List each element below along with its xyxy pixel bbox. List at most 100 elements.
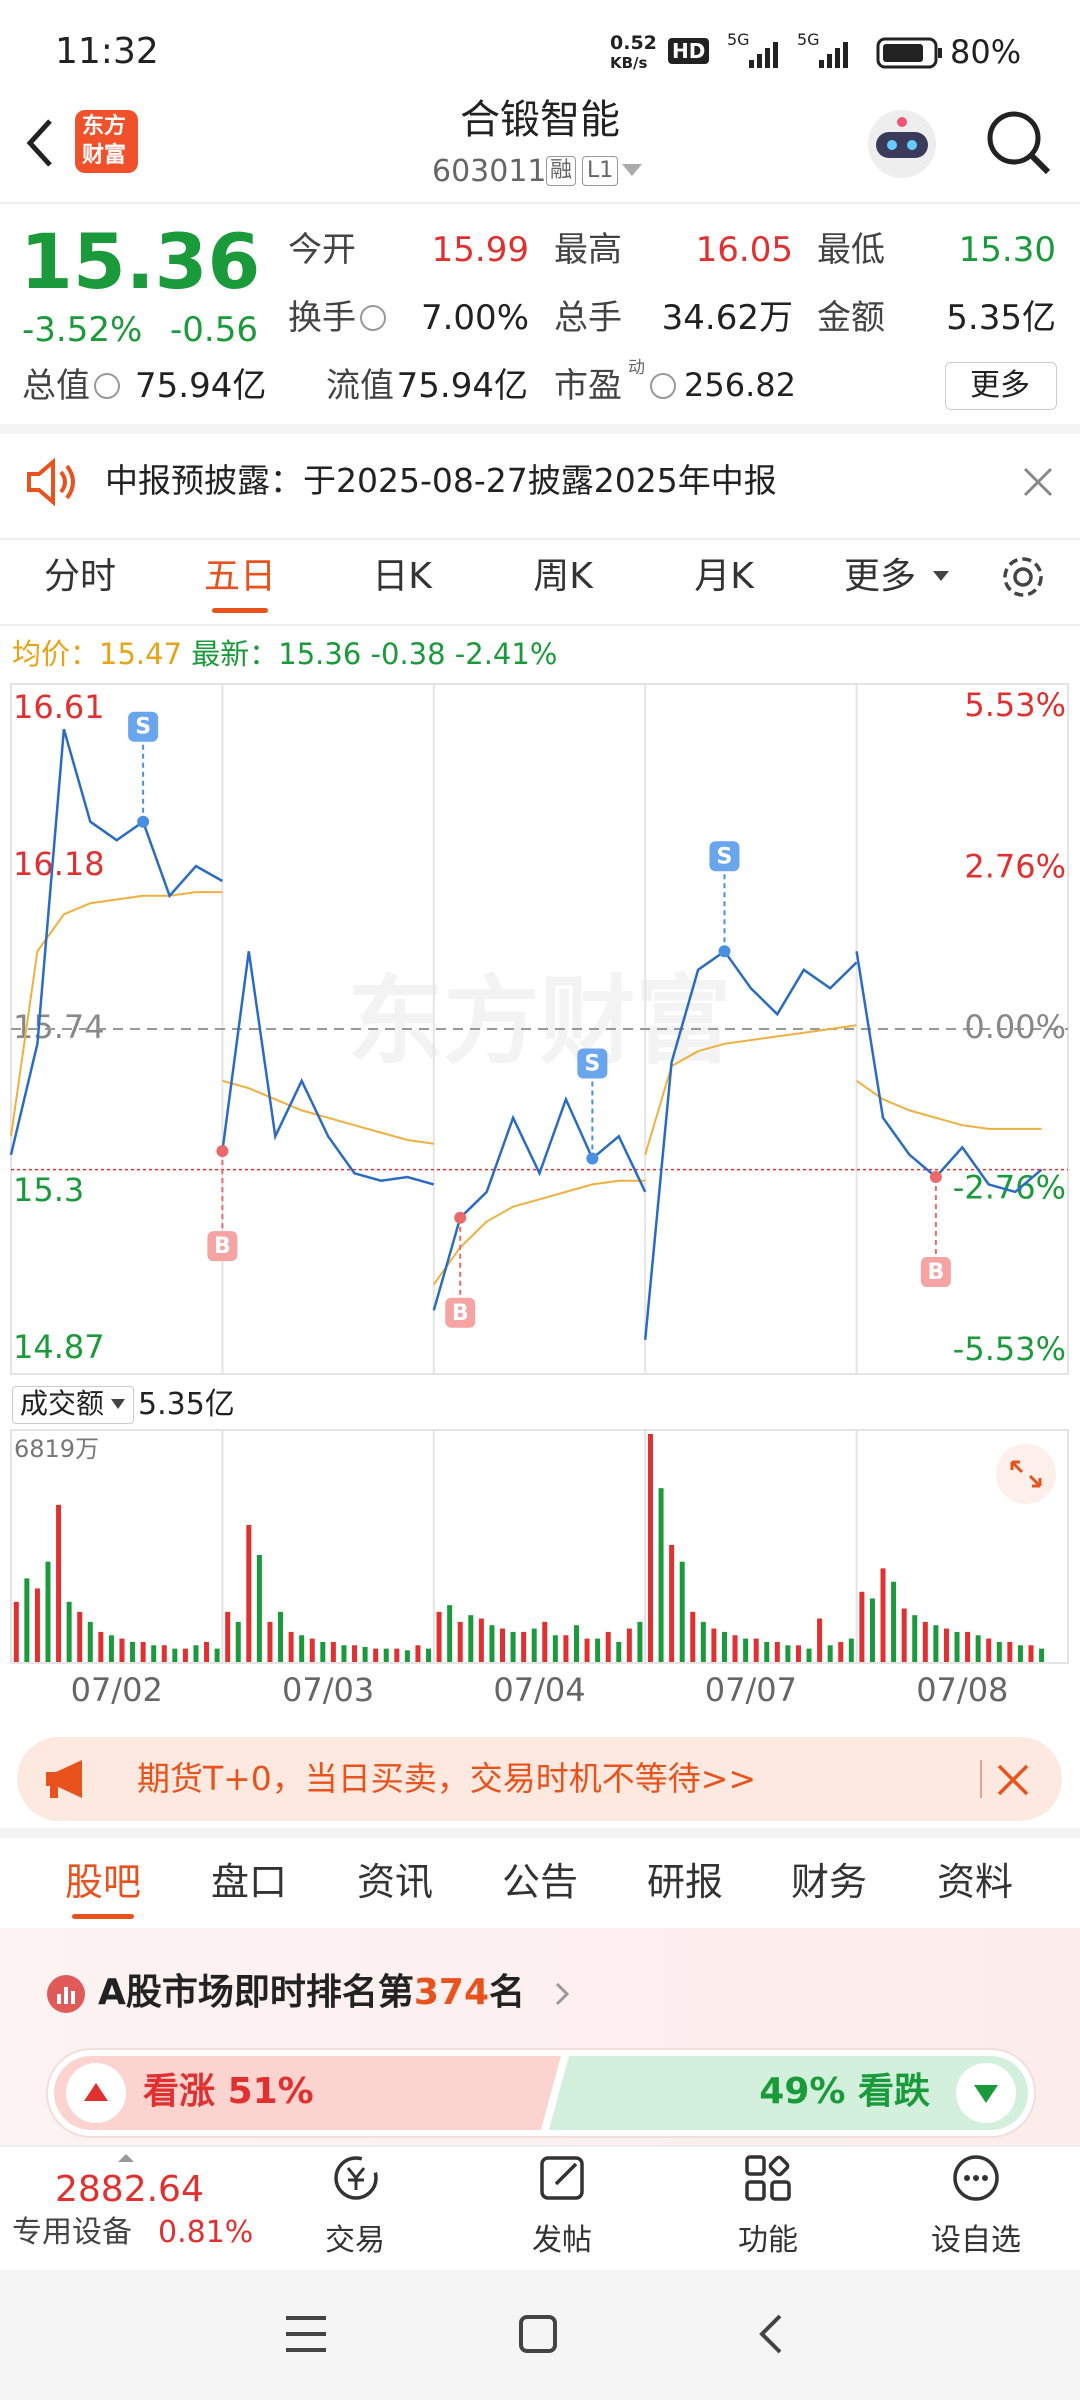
latest-label: 最新： [191, 637, 279, 671]
volume-bar [489, 1625, 495, 1662]
avg-label: 均价： [12, 637, 100, 671]
nav-button[interactable]: 功能 [738, 2223, 798, 2258]
tab[interactable]: 分时 [43, 556, 117, 597]
more-button[interactable] [945, 362, 1057, 410]
volume-bar [362, 1646, 368, 1662]
avg-line [856, 1079, 1042, 1130]
marker-label: B [927, 1260, 944, 1285]
volume-selector[interactable] [12, 1386, 134, 1424]
tab[interactable]: 研报 [646, 1860, 724, 1904]
tab-active[interactable]: 五日 [203, 556, 277, 597]
field-value: 256.82 [684, 366, 796, 404]
volume-bar [891, 1581, 897, 1662]
signal-icons [749, 42, 848, 68]
post-icon [540, 2156, 584, 2200]
menu-key[interactable] [284, 2314, 328, 2354]
close-ad[interactable] [996, 1763, 1030, 1797]
sentiment-bar[interactable] [46, 2048, 1036, 2138]
sector-name: 专用设备 [12, 2215, 132, 2250]
divider [0, 624, 1080, 626]
bottom-bar [0, 2145, 1080, 2272]
volume-bar [436, 1611, 442, 1662]
rank-icon [47, 1975, 85, 2013]
change-pct: -3.52% [22, 310, 143, 350]
back-key[interactable] [756, 2312, 786, 2356]
avg-line [644, 1024, 857, 1156]
notice-bar[interactable] [0, 424, 1080, 540]
volume-bar [626, 1628, 632, 1662]
ad-banner[interactable] [17, 1737, 1062, 1821]
nav-button[interactable]: 交易 [325, 2223, 385, 2258]
dropdown-arrow [111, 1399, 125, 1409]
field-label: 最高 [554, 230, 622, 270]
tab[interactable]: 财务 [790, 1860, 868, 1904]
volume-bar [531, 1628, 537, 1662]
volume-bar [56, 1504, 62, 1662]
volume-bar [267, 1621, 273, 1662]
index-value[interactable]: 2882.64 [55, 2169, 204, 2210]
nav-button[interactable]: 发帖 [532, 2223, 592, 2258]
dropdown-arrow[interactable] [620, 162, 644, 178]
marker-badge [445, 1297, 476, 1328]
marker-dot [929, 1171, 942, 1184]
nav-button[interactable]: 设自选 [931, 2223, 1021, 2258]
field-label: 流值 [326, 366, 394, 406]
volume-bar [510, 1631, 516, 1662]
bull-value: 51% [227, 2071, 314, 2112]
volume-bar [278, 1611, 284, 1662]
bull-text: 看涨 51% [143, 2074, 314, 2110]
volume-bar [700, 1621, 706, 1662]
tab[interactable]: 盘口 [210, 1860, 288, 1904]
tab[interactable]: 资料 [936, 1860, 1014, 1904]
info-icon[interactable] [94, 373, 120, 399]
price-line [432, 1095, 647, 1311]
volume-bar [394, 1648, 400, 1662]
volume-bar [943, 1628, 949, 1662]
battery-icon [876, 37, 942, 69]
field-value: 16.05 [695, 230, 793, 270]
sector-change: 0.81% [158, 2215, 254, 2250]
volume-bar [66, 1601, 72, 1662]
info-icon[interactable] [360, 305, 386, 331]
tab[interactable]: 日K [372, 556, 432, 597]
y-tick-label: 15.3 [13, 1171, 84, 1209]
tab[interactable]: 周K [533, 556, 593, 597]
caret [118, 2154, 134, 2162]
plot-frame [10, 683, 1069, 1375]
rank-text[interactable]: A股市场即时排名第374名 [98, 1975, 525, 2011]
settings-button[interactable] [998, 552, 1048, 602]
expand-button [996, 1444, 1056, 1504]
volume-bar [732, 1635, 738, 1662]
volume-bar [573, 1625, 579, 1662]
back-button[interactable] [20, 115, 60, 171]
volume-bar [584, 1638, 590, 1662]
tab[interactable]: 公告 [501, 1860, 579, 1904]
volume-bar [658, 1488, 664, 1662]
latest-change: -0.38 [370, 637, 446, 671]
volume-bar [721, 1631, 727, 1662]
home-key[interactable] [518, 2314, 558, 2354]
hd-badge: HD [668, 38, 710, 64]
avg-line [432, 1179, 646, 1285]
marker-label: S [584, 1052, 600, 1077]
volume-bar [34, 1588, 40, 1662]
ad-text: 期货T+0，当日买卖，交易时机不等待>> [137, 1759, 757, 1798]
volume-bar [77, 1611, 83, 1662]
tab[interactable]: 资讯 [356, 1860, 434, 1904]
tab[interactable]: 更多 [843, 556, 917, 597]
marker-dot [454, 1211, 467, 1224]
search-button[interactable] [982, 106, 1054, 178]
info-icon[interactable] [650, 373, 676, 399]
info-line: 均价：15.47 最新：15.36 -0.38 -2.41% [12, 640, 557, 669]
volume-bar [447, 1605, 453, 1662]
tab-active[interactable]: 股吧 [64, 1860, 142, 1904]
field-value: 34.62万 [661, 298, 793, 338]
tab[interactable]: 月K [694, 556, 754, 597]
close-notice[interactable] [1022, 466, 1054, 498]
volume-bar [679, 1561, 685, 1662]
assistant-avatar[interactable] [862, 104, 942, 184]
marker-dot [586, 1152, 599, 1165]
rank-number: 374 [413, 1972, 490, 2013]
clock: 11:32 [55, 31, 159, 72]
app-logo[interactable] [75, 110, 138, 173]
